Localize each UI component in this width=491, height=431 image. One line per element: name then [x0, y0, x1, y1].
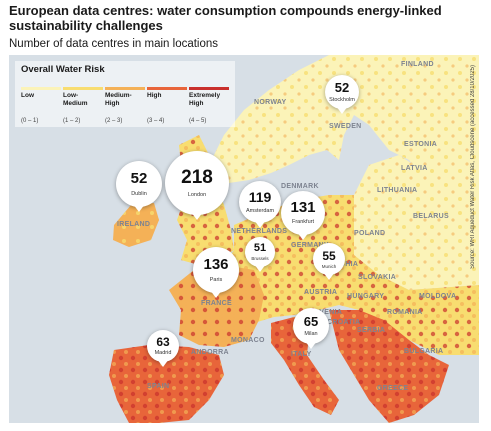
country-label-france: FRANCE [201, 300, 232, 307]
pin-circle [116, 161, 162, 207]
country-label-lithuania: LITHUANIA [377, 187, 418, 194]
country-label-poland: POLAND [354, 230, 386, 237]
country-label-greece: GREECE [377, 385, 409, 392]
pin-circle [245, 237, 275, 267]
legend-label-extremely-high: Extremely High [189, 92, 221, 107]
pin-count: 65 [303, 314, 319, 329]
pin-city-label: Amsterdam [245, 208, 275, 214]
pin-tail [133, 204, 145, 212]
pin-munich[interactable]: 55 Munich [313, 243, 345, 283]
pin-city-label: Brussels [251, 256, 269, 261]
legend-swatch-high [147, 87, 187, 90]
pin-tail [323, 272, 335, 280]
country-label-latvia: LATVIA [401, 165, 428, 172]
pin-city-label: Milan [304, 331, 318, 337]
country-label-monaco: MONACO [231, 337, 265, 344]
pin-city-label: London [187, 192, 207, 198]
pin-circle [313, 243, 345, 275]
map-land-layer [109, 55, 479, 423]
legend-label-medium-high: Medium- High [105, 92, 132, 107]
pin-count: 131 [290, 199, 316, 216]
legend-range-medium-high: (2 – 3) [105, 118, 123, 124]
pin-city-label: Munich [321, 264, 337, 269]
legend-swatch-medium-high [105, 87, 145, 90]
country-label-spain: SPAIN [147, 383, 170, 390]
pin-tail [305, 341, 317, 349]
country-label-finland: FINLAND [401, 61, 434, 68]
pin-london[interactable]: 218 London [165, 151, 229, 225]
pin-madrid[interactable]: 63 Madrid [147, 330, 179, 370]
pin-city-label: Stockholm [329, 97, 355, 103]
pin-city-label: Paris [209, 277, 223, 283]
country-label-denmark: DENMARK [281, 183, 319, 190]
pin-circle [281, 191, 325, 235]
legend-swatch-low-medium [63, 87, 103, 90]
pin-circle [239, 181, 281, 223]
country-label-germany: GERMANY [291, 242, 329, 249]
country-label-slovakia: SLOVAKIA [358, 274, 397, 281]
pin-count: 55 [322, 249, 336, 263]
pin-tail [191, 212, 203, 220]
country-label-hungary: HUNGARY [347, 293, 385, 300]
pin-tail [297, 232, 309, 240]
legend-label-low: Low [21, 92, 34, 99]
country-label-norway: NORWAY [254, 99, 287, 106]
country-label-serbia: SERBIA [357, 327, 386, 334]
country-label-sweden: SWEDEN [329, 123, 362, 130]
country-label-netherlands: NETHERLANDS [231, 228, 288, 235]
pin-count: 52 [334, 80, 350, 95]
pin-circle [193, 247, 239, 293]
risk-legend: Overall Water Risk Low Low- Medium Mediu… [15, 61, 235, 127]
pin-city-label: Dublin [131, 191, 147, 197]
country-label-romania: ROMANIA [387, 309, 423, 316]
water-risk-map[interactable]: Overall Water Risk Low Low- Medium Mediu… [9, 55, 479, 423]
legend-title: Overall Water Risk [21, 64, 105, 75]
pin-city-label: Frankfurt [291, 219, 314, 225]
pin-circle [293, 308, 329, 344]
pin-count: 136 [203, 256, 229, 273]
pin-frankfurt[interactable]: 131 Frankfurt [281, 191, 325, 245]
pin-tail [254, 220, 266, 228]
pin-paris[interactable]: 136 Paris [193, 247, 239, 303]
pin-city-label: Madrid [154, 350, 172, 356]
country-label-italy: ITALY [291, 351, 312, 358]
source-note: Source: WRI Aqueduct Water Risk Atlas, C… [470, 65, 476, 269]
country-label-ireland: IRELAND [117, 221, 151, 228]
pin-amsterdam[interactable]: 119 Amsterdam [239, 181, 281, 233]
legend-label-low-medium: Low- Medium [63, 92, 88, 107]
pin-circle [147, 330, 179, 362]
legend-range-low-medium: (1 – 2) [63, 118, 81, 124]
pin-milan[interactable]: 65 Milan [293, 308, 329, 352]
country-label-austria: AUSTRIA [304, 289, 338, 296]
pin-brussels[interactable]: 51 Brussels [245, 237, 275, 275]
legend-range-high: (3 – 4) [147, 118, 165, 124]
pin-stockholm[interactable]: 52 Stockholm [325, 75, 359, 117]
country-label-estonia: ESTONIA [404, 141, 438, 148]
pin-count: 63 [156, 335, 170, 349]
pin-count: 218 [181, 167, 213, 188]
pin-tail [336, 106, 348, 114]
chart-subtitle: Number of data centres in main locations [9, 38, 219, 50]
legend-swatch-low [21, 87, 61, 90]
pin-count: 51 [253, 242, 267, 254]
pin-count: 119 [248, 189, 272, 205]
country-label-moldova: MOLDOVA [419, 293, 457, 300]
legend-range-low: (0 – 1) [21, 118, 39, 124]
pin-tail [254, 264, 266, 272]
country-label-belarus: BELARUS [413, 213, 449, 220]
legend-label-high: High [147, 92, 162, 99]
country-label-andorra: ANDORRA [191, 349, 229, 356]
country-label-bulgaria: BULGARIA [404, 348, 444, 355]
pin-tail [157, 359, 169, 367]
legend-range-extremely-high: (4 – 5) [189, 118, 207, 124]
legend-swatch-extremely-high [189, 87, 229, 90]
chart-title: European data centres: water consumption… [9, 3, 442, 33]
pin-tail [210, 290, 222, 298]
country-label-croatia: CROATIA [327, 319, 361, 326]
pin-circle [165, 151, 229, 215]
pin-dublin[interactable]: 52 Dublin [116, 161, 162, 217]
pin-circle [325, 75, 359, 109]
pin-count: 52 [130, 170, 148, 187]
